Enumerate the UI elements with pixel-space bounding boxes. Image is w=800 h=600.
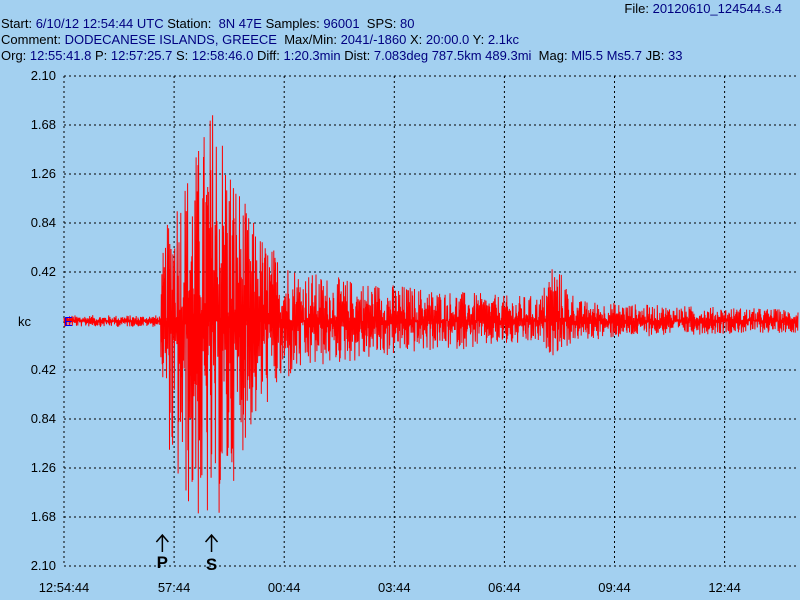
- file-label: File:: [624, 1, 649, 16]
- trace-layer: [63, 115, 799, 514]
- p-arrival-arrow-icon: [155, 533, 169, 552]
- x-tick-label: 57:44: [157, 580, 191, 595]
- diff-value: 1:20.3min: [283, 48, 341, 63]
- y-tick-label: 1.68: [30, 117, 56, 132]
- y-tick-label: 0.84: [30, 215, 56, 230]
- start-label: Start:: [1, 16, 33, 31]
- dist-value: 7.083deg 787.5km 489.3mi: [373, 48, 532, 63]
- sps-value: 80: [400, 16, 415, 31]
- start-value: 6/10/12 12:54:44 UTC: [35, 16, 164, 31]
- channel-label: E: [64, 314, 73, 329]
- seismic-trace-line: [63, 115, 799, 514]
- y-tick-label: 0.42: [30, 264, 56, 279]
- origin-label: Org:: [1, 48, 27, 63]
- y-tick-label: 0.42: [30, 362, 56, 377]
- s-time-value: 12:58:46.0: [191, 48, 254, 63]
- comment-label: Comment:: [1, 32, 61, 47]
- mag-label: Mag:: [538, 48, 568, 63]
- samples-label: Samples:: [265, 16, 320, 31]
- station-value: 8N 47E: [218, 16, 262, 31]
- y-scale-label: Y:: [472, 32, 485, 47]
- y-tick-label: 1.26: [30, 460, 56, 475]
- arrival-markers: [155, 533, 219, 552]
- p-time-label: P:: [95, 48, 108, 63]
- x-tick-label: 09:44: [598, 580, 631, 595]
- x-tick-label: 00:44: [267, 580, 301, 595]
- x-scale-label: X:: [409, 32, 423, 47]
- y-tick-label: 1.26: [30, 166, 56, 181]
- x-tick-label: 03:44: [378, 580, 411, 595]
- maxmin-label: Max/Min:: [284, 32, 337, 47]
- mag-value: Ml5.5 Ms5.7: [571, 48, 642, 63]
- x-tick-label: 12:54:44: [38, 580, 90, 595]
- sps-label: SPS:: [366, 16, 397, 31]
- jb-value: 33: [668, 48, 683, 63]
- y-scale-value: 2.1kc: [487, 32, 519, 47]
- y-tick-label: 2.10: [30, 68, 56, 83]
- y-unit-label: kc: [18, 314, 31, 329]
- x-tick-label: 12:44: [708, 580, 741, 595]
- y-tick-label: 1.68: [30, 509, 56, 524]
- y-tick-label: 0.84: [30, 411, 56, 426]
- origin-value: 12:55:41.8: [29, 48, 92, 63]
- jb-label: JB:: [645, 48, 665, 63]
- s-time-label: S:: [176, 48, 189, 63]
- x-scale-value: 20:00.0: [425, 32, 470, 47]
- p-arrival-label: P: [156, 553, 169, 572]
- x-tick-label: 06:44: [488, 580, 521, 595]
- station-label: Station:: [167, 16, 212, 31]
- diff-label: Diff:: [257, 48, 280, 63]
- file-name: 20120610_124544.s.4: [652, 1, 782, 16]
- dist-label: Dist:: [344, 48, 371, 63]
- header-line-comment: Comment: DODECANESE ISLANDS, GREECE Max/…: [1, 32, 519, 47]
- y-tick-label: 2.10: [30, 558, 56, 573]
- samples-value: 96001: [323, 16, 360, 31]
- comment-value: DODECANESE ISLANDS, GREECE: [64, 32, 277, 47]
- s-arrival-label: S: [205, 555, 218, 574]
- file-name-line: File: 20120610_124544.s.4: [624, 1, 782, 16]
- maxmin-value: 2041/-1860: [340, 32, 407, 47]
- p-time-value: 12:57:25.7: [110, 48, 173, 63]
- header-line-origin: Org: 12:55:41.8 P: 12:57:25.7 S: 12:58:4…: [1, 48, 683, 63]
- s-arrival-arrow-icon: [204, 533, 219, 552]
- header-line-start: Start: 6/10/12 12:54:44 UTC Station: 8N …: [1, 16, 415, 31]
